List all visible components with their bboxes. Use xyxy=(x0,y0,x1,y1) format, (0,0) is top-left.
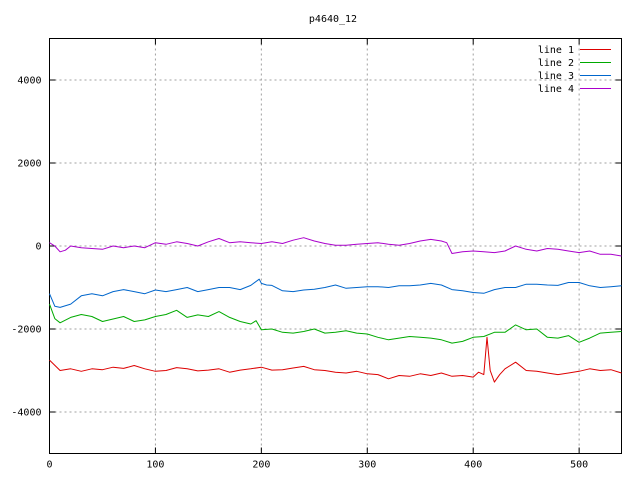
y-tick-label: 4000 xyxy=(17,76,41,87)
x-tick-label: 200 xyxy=(252,460,270,471)
legend-label: line 1 xyxy=(538,45,574,56)
x-axis-ticks: 0 100 200 300 400 500 xyxy=(46,38,588,471)
series-line-3 xyxy=(49,278,622,308)
legend-label: line 4 xyxy=(538,84,574,95)
y-axis-ticks: -4000 -2000 0 2000 4000 xyxy=(11,76,622,419)
x-tick-label: 300 xyxy=(358,460,376,471)
legend-label: line 3 xyxy=(538,71,574,82)
series-line-2 xyxy=(49,303,622,344)
x-tick-label: 400 xyxy=(464,460,482,471)
series-line-1 xyxy=(49,336,622,383)
y-tick-label: -4000 xyxy=(11,408,41,419)
series-lines xyxy=(49,237,622,383)
y-tick-label: -2000 xyxy=(11,325,41,336)
legend-label: line 2 xyxy=(538,58,574,69)
x-tick-label: 100 xyxy=(146,460,164,471)
y-tick-label: 0 xyxy=(35,242,41,253)
chart-title: p4640_12 xyxy=(309,14,357,25)
legend: line 1 line 2 line 3 line 4 xyxy=(538,45,611,95)
x-tick-label: 500 xyxy=(570,460,588,471)
y-tick-label: 2000 xyxy=(17,159,41,170)
x-tick-label: 0 xyxy=(46,460,52,471)
series-line-4 xyxy=(49,237,622,257)
grid xyxy=(49,38,622,454)
